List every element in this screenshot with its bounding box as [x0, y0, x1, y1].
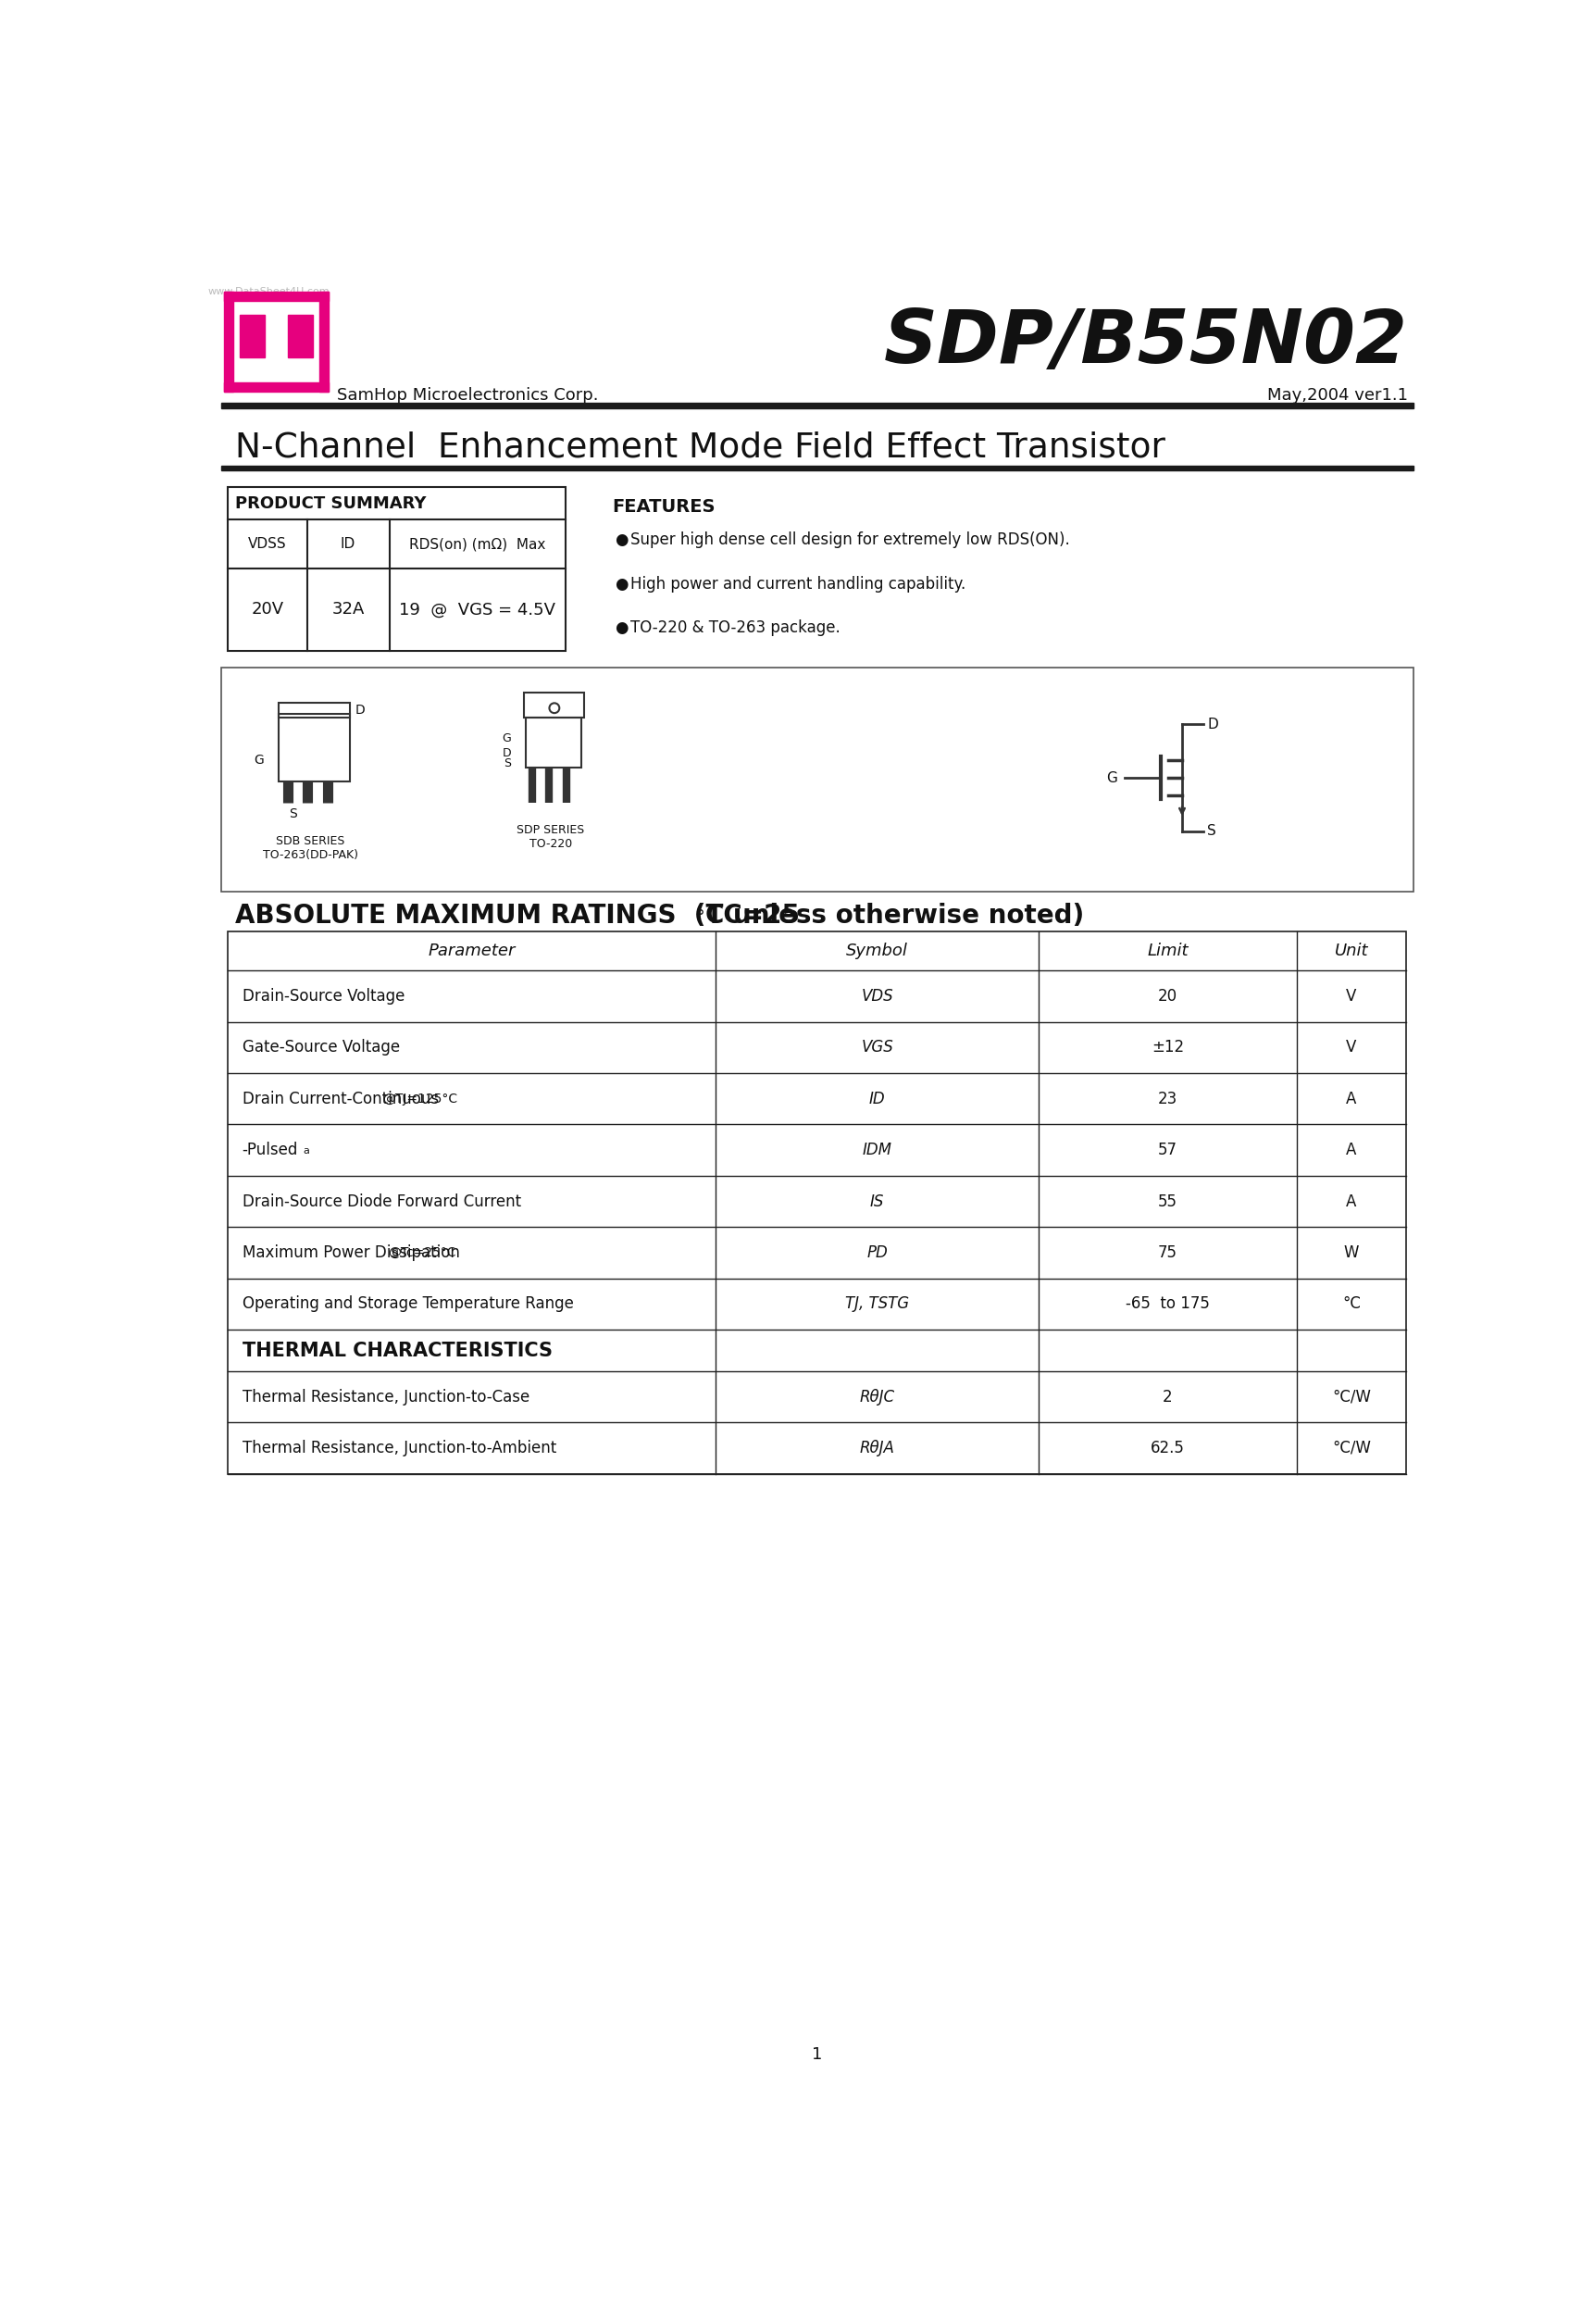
Text: D: D [355, 704, 365, 716]
Text: S: S [1207, 825, 1216, 839]
Text: IS: IS [870, 1192, 885, 1211]
Text: VDSS: VDSS [249, 537, 287, 551]
Text: Drain-Source Diode Forward Current: Drain-Source Diode Forward Current [242, 1192, 521, 1211]
Text: SDP SERIES
TO-220: SDP SERIES TO-220 [516, 825, 585, 851]
Text: FEATURES: FEATURES [612, 497, 716, 516]
Bar [228, 932, 1406, 1473]
Text: °: ° [695, 909, 705, 925]
Text: ID: ID [341, 537, 355, 551]
Bar [225, 293, 328, 302]
Text: VGS: VGS [861, 1039, 893, 1055]
Text: High power and current handling capability.: High power and current handling capabili… [630, 576, 966, 593]
Text: Thermal Resistance, Junction-to-Case: Thermal Resistance, Junction-to-Case [242, 1387, 529, 1406]
Bar [222, 667, 1412, 892]
Text: A: A [1345, 1090, 1356, 1106]
Text: ●: ● [615, 621, 628, 637]
Text: Limit: Limit [1148, 944, 1188, 960]
Text: RDS(on) (mΩ)  Max: RDS(on) (mΩ) Max [410, 537, 545, 551]
Text: 20V: 20V [252, 602, 284, 618]
Text: 2: 2 [1162, 1387, 1173, 1406]
Text: RθJC: RθJC [859, 1387, 894, 1406]
Text: ±12: ±12 [1151, 1039, 1184, 1055]
Text: Unit: Unit [1334, 944, 1368, 960]
Text: TO-220 & TO-263 package.: TO-220 & TO-263 package. [630, 621, 840, 637]
Text: PRODUCT SUMMARY: PRODUCT SUMMARY [236, 495, 426, 511]
Text: °C: °C [1342, 1297, 1361, 1313]
Text: PD: PD [867, 1243, 888, 1262]
Text: VDS: VDS [861, 988, 893, 1004]
Text: RθJA: RθJA [859, 1441, 894, 1457]
Text: 20: 20 [1157, 988, 1178, 1004]
Bar [279, 713, 351, 781]
Text: ABSOLUTE MAXIMUM RATINGS  (TC=25: ABSOLUTE MAXIMUM RATINGS (TC=25 [236, 902, 800, 930]
Text: 19  @  VGS = 4.5V: 19 @ VGS = 4.5V [398, 602, 555, 618]
Bar [523, 693, 585, 718]
Bar [225, 293, 234, 390]
Text: D: D [502, 746, 512, 760]
Text: -Pulsed: -Pulsed [242, 1141, 298, 1157]
Bar [289, 314, 314, 358]
Text: W: W [1344, 1243, 1360, 1262]
Text: IDM: IDM [862, 1141, 893, 1157]
Text: May,2004 ver1.1: May,2004 ver1.1 [1267, 386, 1408, 404]
Bar [228, 488, 566, 651]
Text: SamHop Microelectronics Corp.: SamHop Microelectronics Corp. [336, 386, 598, 404]
Text: V: V [1345, 988, 1356, 1004]
Text: Drain Current-Continuous: Drain Current-Continuous [242, 1090, 438, 1106]
Text: Drain-Source Voltage: Drain-Source Voltage [242, 988, 405, 1004]
Text: C unless otherwise noted): C unless otherwise noted) [706, 902, 1084, 930]
Bar [239, 314, 265, 358]
Text: Symbol: Symbol [846, 944, 909, 960]
Text: @Tc=25°C: @Tc=25°C [387, 1246, 456, 1260]
Text: A: A [1345, 1141, 1356, 1157]
Text: -65  to 175: -65 to 175 [1125, 1297, 1210, 1313]
Text: ●: ● [615, 576, 628, 593]
Text: TJ, TSTG: TJ, TSTG [845, 1297, 909, 1313]
Text: 55: 55 [1157, 1192, 1178, 1211]
Text: Super high dense cell design for extremely low RDS(ON).: Super high dense cell design for extreme… [630, 532, 1070, 548]
Text: A: A [1345, 1192, 1356, 1211]
Text: 75: 75 [1157, 1243, 1178, 1262]
Text: °C/W: °C/W [1333, 1387, 1371, 1406]
Bar [222, 465, 1412, 469]
Text: 1: 1 [811, 2045, 823, 2061]
Text: G: G [502, 732, 512, 744]
Text: D: D [1207, 718, 1218, 732]
Text: °C/W: °C/W [1333, 1441, 1371, 1457]
Text: S: S [504, 758, 512, 769]
Text: SDB SERIES
TO-263(DD-PAK): SDB SERIES TO-263(DD-PAK) [263, 834, 359, 860]
Text: a: a [303, 1146, 309, 1155]
Text: ●: ● [615, 532, 628, 548]
Text: Thermal Resistance, Junction-to-Ambient: Thermal Resistance, Junction-to-Ambient [242, 1441, 556, 1457]
Text: S: S [289, 806, 296, 820]
Bar [526, 718, 582, 767]
Text: www.DataSheet4U.com: www.DataSheet4U.com [207, 288, 330, 297]
Bar [319, 293, 328, 390]
Bar [279, 704, 351, 718]
Text: Parameter: Parameter [429, 944, 515, 960]
Text: ID: ID [869, 1090, 885, 1106]
Text: G: G [253, 753, 265, 767]
Text: Maximum Power Dissipation: Maximum Power Dissipation [242, 1243, 459, 1262]
Text: @TJ=125°C: @TJ=125°C [383, 1092, 457, 1106]
Bar [222, 402, 1412, 409]
Text: 62.5: 62.5 [1151, 1441, 1184, 1457]
Text: N-Channel  Enhancement Mode Field Effect Transistor: N-Channel Enhancement Mode Field Effect … [236, 432, 1165, 465]
Text: V: V [1345, 1039, 1356, 1055]
Text: SDP/B55N02: SDP/B55N02 [885, 307, 1408, 379]
Text: Operating and Storage Temperature Range: Operating and Storage Temperature Range [242, 1297, 574, 1313]
Text: G: G [1106, 772, 1117, 786]
Text: 57: 57 [1157, 1141, 1178, 1157]
Text: 32A: 32A [332, 602, 365, 618]
Text: 23: 23 [1157, 1090, 1178, 1106]
Bar [225, 381, 328, 390]
Text: Gate-Source Voltage: Gate-Source Voltage [242, 1039, 400, 1055]
Text: THERMAL CHARACTERISTICS: THERMAL CHARACTERISTICS [242, 1341, 553, 1360]
